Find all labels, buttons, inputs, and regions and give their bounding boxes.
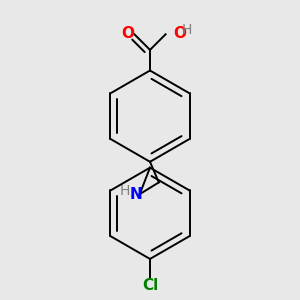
Text: O: O	[173, 26, 186, 40]
Text: N: N	[130, 187, 142, 202]
Text: H: H	[182, 22, 193, 37]
Text: Cl: Cl	[142, 278, 158, 293]
Text: H: H	[119, 184, 130, 198]
Text: O: O	[122, 26, 134, 40]
